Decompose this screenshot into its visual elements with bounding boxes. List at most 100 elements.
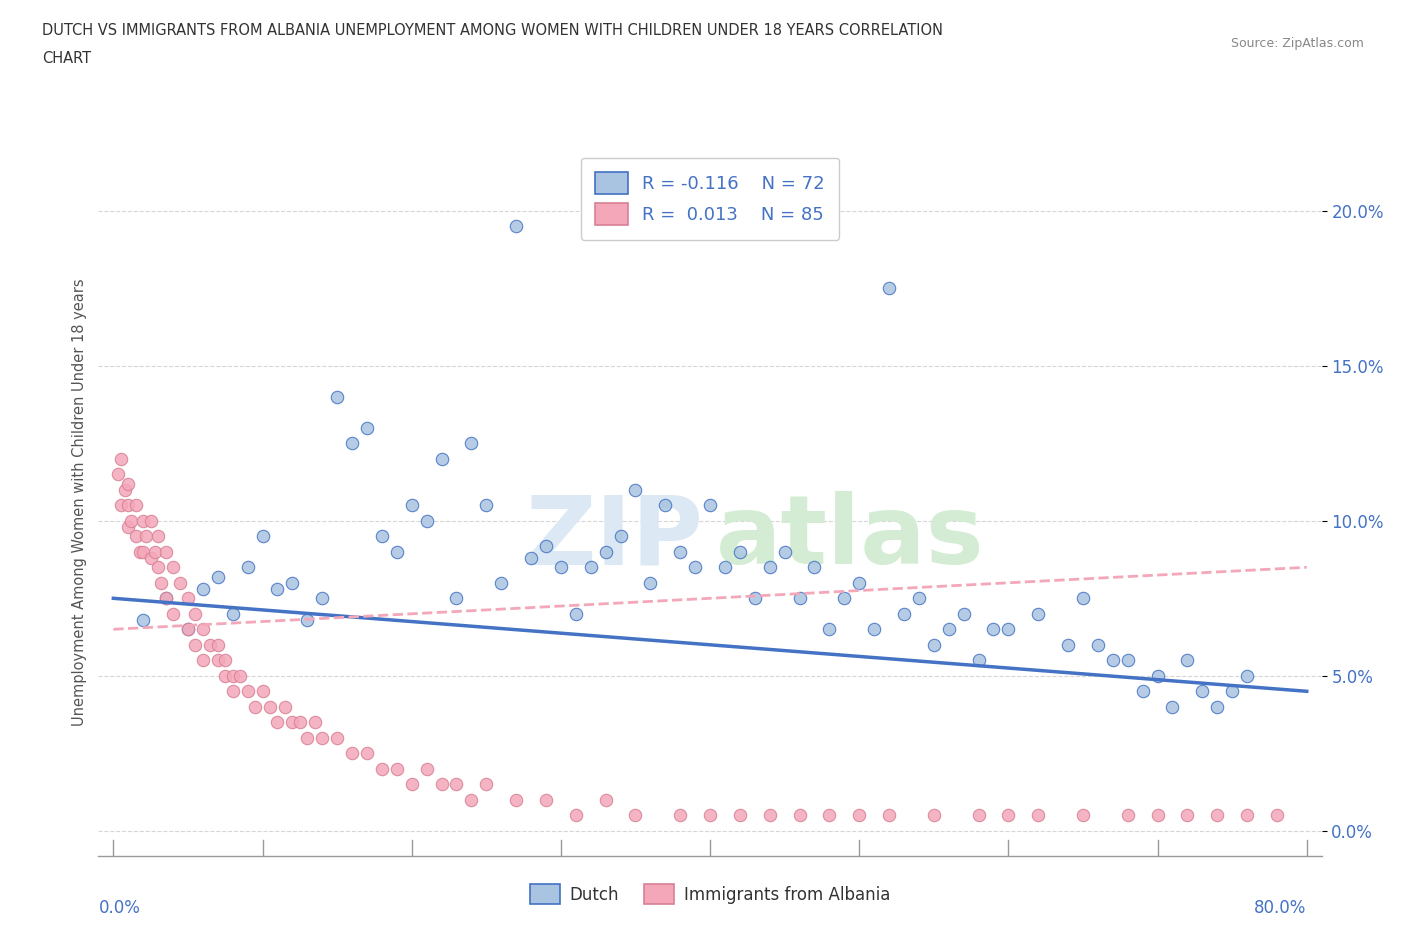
Point [520,551,543,565]
Point [1206,699,1229,714]
Point [155,591,177,605]
Point [1220,684,1243,698]
Point [114,483,136,498]
Point [1026,808,1049,823]
Legend: Dutch, Immigrants from Albania: Dutch, Immigrants from Albania [523,877,897,910]
Point [669,808,692,823]
Point [446,777,468,791]
Point [207,653,229,668]
Point [207,637,229,652]
Point [200,637,222,652]
Point [579,560,602,575]
Point [385,762,408,777]
Point [129,544,152,559]
Point [243,699,266,714]
Point [818,622,841,637]
Point [460,792,482,807]
Point [281,715,304,730]
Point [952,606,974,621]
Point [728,544,751,559]
Point [1177,653,1199,668]
Point [475,777,498,791]
Point [184,637,207,652]
Point [177,622,200,637]
Point [415,762,437,777]
Point [191,581,214,596]
Point [132,613,155,628]
Point [169,576,191,591]
Point [326,730,349,745]
Text: atlas: atlas [716,491,984,584]
Point [430,777,453,791]
Point [669,544,692,559]
Point [877,808,900,823]
Point [1236,669,1258,684]
Point [938,622,960,637]
Point [229,669,252,684]
Point [191,622,214,637]
Point [728,808,751,823]
Point [117,476,139,491]
Point [266,581,288,596]
Point [877,281,900,296]
Point [385,544,408,559]
Point [311,591,333,605]
Point [803,560,825,575]
Point [252,529,274,544]
Point [150,576,173,591]
Point [1265,808,1288,823]
Point [1132,684,1154,698]
Point [356,746,378,761]
Point [252,684,274,698]
Point [609,529,631,544]
Point [758,560,780,575]
Point [214,669,236,684]
Point [415,513,437,528]
Point [177,591,200,605]
Point [191,653,214,668]
Point [624,483,647,498]
Point [236,684,259,698]
Point [565,606,588,621]
Point [117,520,139,535]
Point [1177,808,1199,823]
Point [117,498,139,512]
Point [1116,653,1139,668]
Point [789,808,811,823]
Point [654,498,676,512]
Point [297,730,319,745]
Y-axis label: Unemployment Among Women with Children Under 18 years: Unemployment Among Women with Children U… [72,278,87,726]
Point [139,551,162,565]
Point [922,808,945,823]
Point [1236,808,1258,823]
Point [132,513,155,528]
Point [489,576,512,591]
Point [146,560,169,575]
Point [297,613,319,628]
Point [967,808,990,823]
Point [1071,591,1094,605]
Point [460,436,482,451]
Point [125,529,148,544]
Point [274,699,297,714]
Point [848,576,870,591]
Point [266,715,288,730]
Point [430,451,453,466]
Text: Source: ZipAtlas.com: Source: ZipAtlas.com [1230,37,1364,50]
Point [184,606,207,621]
Point [758,808,780,823]
Point [595,544,617,559]
Point [135,529,157,544]
Point [236,560,259,575]
Point [371,529,394,544]
Point [110,451,132,466]
Point [446,591,468,605]
Point [401,777,423,791]
Point [534,792,557,807]
Point [595,792,617,807]
Point [259,699,281,714]
Point [162,560,184,575]
Point [304,715,326,730]
Point [143,544,166,559]
Point [1071,808,1094,823]
